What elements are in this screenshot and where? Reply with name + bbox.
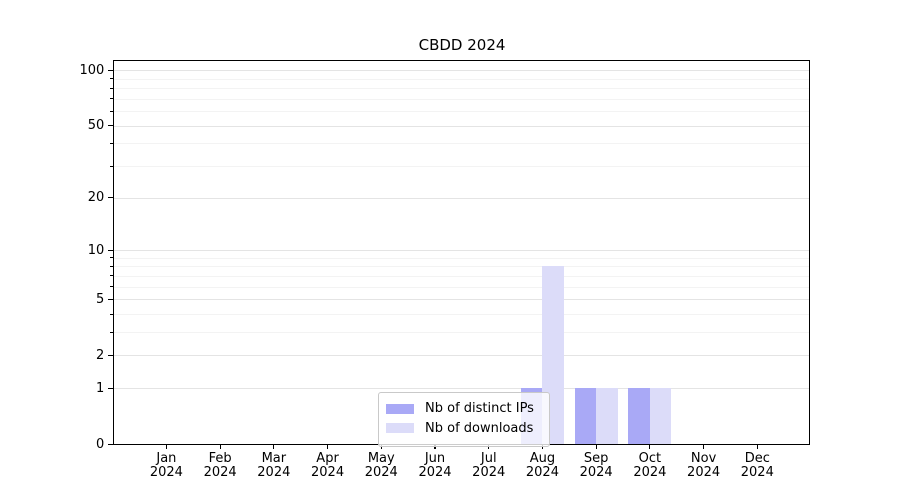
y-minor-tick-mark: [110, 275, 114, 277]
y-tick-mark: [107, 354, 114, 357]
minor-gridline: [113, 143, 811, 145]
x-tick-mark: [541, 444, 544, 449]
plot-area: [113, 60, 811, 445]
minor-gridline: [113, 78, 811, 80]
x-tick-label: Oct 2024: [633, 451, 667, 480]
legend-swatch-distinct-ips-icon: [386, 403, 414, 414]
chart-title: CBDD 2024: [418, 36, 506, 54]
y-tick-mark: [107, 197, 114, 199]
x-tick-label: Feb 2024: [203, 451, 237, 480]
major-gridline: [113, 355, 811, 357]
x-tick-mark: [165, 444, 167, 449]
x-tick-label: Sep 2024: [579, 451, 613, 480]
major-gridline: [113, 299, 811, 301]
y-tick-label: 10: [87, 242, 105, 258]
y-minor-tick-mark: [110, 98, 114, 100]
y-tick-mark: [107, 443, 114, 446]
legend-item-downloads: Nb of downloads: [386, 419, 549, 439]
y-minor-tick-mark: [110, 265, 114, 267]
minor-gridline: [113, 314, 811, 316]
minor-gridline: [113, 166, 811, 168]
x-tick-label: Nov 2024: [687, 451, 721, 480]
minor-gridline: [113, 275, 811, 277]
x-tick-label: Apr 2024: [311, 451, 345, 480]
y-minor-tick-mark: [110, 257, 114, 259]
y-minor-tick-mark: [110, 313, 114, 315]
y-tick-mark: [107, 69, 114, 71]
y-minor-tick-mark: [110, 286, 114, 288]
x-tick-label: Jul 2024: [472, 451, 506, 480]
y-minor-tick-mark: [110, 331, 114, 333]
major-gridline: [113, 70, 811, 72]
bar-distinct-ips-sep: [574, 388, 597, 445]
y-tick-label: 2: [96, 347, 105, 363]
y-minor-tick-mark: [110, 165, 114, 167]
x-tick-label: Dec 2024: [740, 451, 774, 480]
x-tick-mark: [595, 444, 597, 449]
legend-box: Nb of distinct IPs Nb of downloads: [378, 391, 550, 447]
x-tick-mark: [434, 444, 436, 449]
legend-item-distinct-ips: Nb of distinct IPs: [386, 399, 549, 419]
major-gridline: [113, 125, 811, 127]
y-minor-tick-mark: [110, 87, 114, 89]
y-tick-label: 1: [96, 380, 105, 396]
x-tick-mark: [703, 444, 705, 449]
x-tick-mark: [649, 444, 651, 449]
major-gridline: [113, 250, 811, 252]
y-minor-tick-mark: [110, 142, 114, 144]
y-minor-tick-mark: [110, 110, 114, 112]
major-gridline: [113, 197, 811, 199]
legend-label-downloads: Nb of downloads: [425, 420, 534, 436]
minor-gridline: [113, 88, 811, 90]
y-tick-label: 50: [87, 118, 105, 134]
bar-downloads-oct: [649, 388, 672, 445]
y-tick-label: 100: [79, 62, 105, 78]
minor-gridline: [113, 257, 811, 259]
minor-gridline: [113, 266, 811, 268]
x-tick-mark: [756, 444, 758, 449]
y-minor-tick-mark: [110, 78, 114, 80]
x-tick-label: Mar 2024: [257, 451, 291, 480]
x-tick-mark: [380, 444, 382, 449]
y-tick-label: 20: [87, 190, 105, 206]
x-tick-mark: [326, 444, 329, 449]
y-tick-label: 0: [96, 437, 105, 452]
y-tick-mark: [107, 249, 114, 251]
x-tick-mark: [219, 444, 221, 449]
major-gridline: [113, 388, 811, 390]
legend-swatch-downloads-icon: [386, 423, 414, 434]
y-tick-mark: [107, 125, 114, 127]
x-tick-label: May 2024: [364, 451, 398, 480]
y-tick-mark: [107, 298, 114, 300]
x-tick-label: Jun 2024: [418, 451, 452, 480]
minor-gridline: [113, 98, 811, 100]
y-tick-label: 5: [96, 291, 105, 307]
minor-gridline: [113, 332, 811, 334]
legend-label-distinct-ips: Nb of distinct IPs: [425, 401, 534, 417]
minor-gridline: [113, 111, 811, 113]
bar-distinct-ips-oct: [628, 388, 650, 445]
x-tick-label: Aug 2024: [525, 451, 559, 480]
x-tick-mark: [488, 444, 490, 449]
x-tick-label: Jan 2024: [149, 451, 183, 480]
y-tick-mark: [107, 387, 114, 389]
bar-downloads-sep: [596, 388, 618, 445]
minor-gridline: [113, 286, 811, 288]
x-tick-mark: [273, 444, 275, 449]
